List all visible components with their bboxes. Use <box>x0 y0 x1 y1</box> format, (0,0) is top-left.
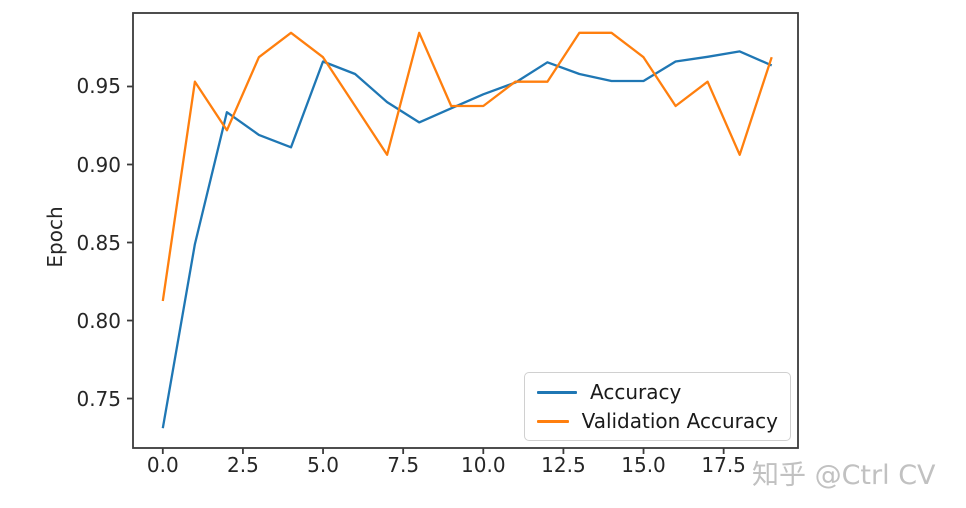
x-tick-label: 15.0 <box>621 453 666 477</box>
plot-frame <box>132 12 799 449</box>
x-tick-label: 10.0 <box>461 453 506 477</box>
accuracy-line <box>161 50 773 429</box>
y-tick-label: 0.85 <box>76 230 121 255</box>
y-axis-label: Epoch <box>43 206 67 268</box>
y-tick-label: 0.90 <box>76 152 121 177</box>
y-tick-label: 0.95 <box>76 74 121 99</box>
x-tick-label: 17.5 <box>701 453 746 477</box>
y-tick-label: 0.75 <box>76 386 121 411</box>
legend-item-validation-accuracy: Validation Accuracy <box>537 409 778 433</box>
x-tick-label: 2.5 <box>227 453 259 477</box>
legend-label-accuracy: Accuracy <box>590 380 682 404</box>
validation-accuracy-line-swatch <box>537 419 569 423</box>
legend-label-validation-accuracy: Validation Accuracy <box>581 409 778 433</box>
y-tick-label: 0.80 <box>76 308 121 333</box>
x-tick-label: 7.5 <box>387 453 420 477</box>
x-tick-label: 5.0 <box>307 453 339 477</box>
validation-accuracy-line <box>161 31 773 302</box>
watermark: 知乎 @Ctrl CV <box>752 460 936 491</box>
legend: Accuracy Validation Accuracy <box>524 372 791 441</box>
x-tick-label: 12.5 <box>541 453 586 477</box>
legend-item-accuracy: Accuracy <box>537 380 778 404</box>
accuracy-line-swatch <box>537 390 577 394</box>
x-tick-label: 0.0 <box>146 453 179 477</box>
